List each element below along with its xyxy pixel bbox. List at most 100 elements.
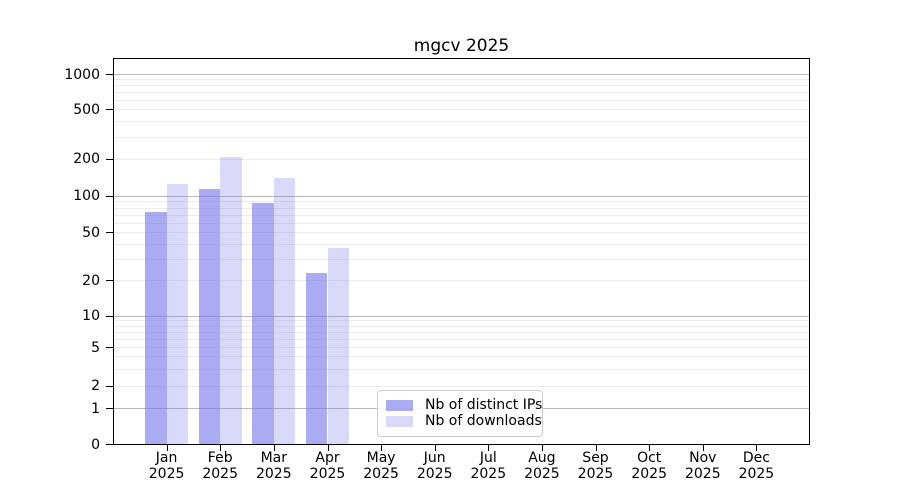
gridline-minor-8 [113, 325, 810, 327]
y-axis-label-10: 10 [82, 308, 100, 324]
gridline-minor-40 [113, 243, 810, 245]
y-axis-label-1000: 1000 [64, 66, 100, 83]
gridline-minor-80 [113, 207, 810, 209]
legend-item-downloads: Nb of downloads [386, 414, 542, 429]
x-axis-label-may-line1: May [366, 450, 396, 466]
x-axis-label-aug-line2: 2025 [524, 465, 560, 482]
x-axis-label-sep-line2: 2025 [577, 465, 614, 482]
legend-label-downloads: Nb of downloads [425, 413, 542, 429]
gridline-minor-50 [113, 232, 810, 234]
gridline-minor-500 [113, 109, 810, 111]
y-axis-label-1: 1 [91, 400, 100, 417]
x-axis-label-jan-line2: 2025 [148, 465, 185, 482]
x-axis-label-nov-line1: Nov [689, 450, 717, 466]
y-axis-label-5: 5 [91, 339, 100, 356]
gridline-minor-20 [113, 280, 810, 281]
gridline-minor-60 [113, 222, 810, 224]
y-axis-label-0: 0 [91, 436, 100, 453]
y-axis-label-50: 50 [82, 224, 100, 241]
legend-swatch-downloads-icon [386, 416, 413, 427]
bar-downloads-apr [327, 248, 349, 444]
gridline-minor-2 [113, 385, 810, 387]
y-tick-10 [106, 315, 113, 317]
x-axis-label-apr-line2: 2025 [309, 465, 346, 482]
x-tick-dec [756, 445, 758, 451]
gridline-minor-400 [113, 121, 810, 123]
legend-label-distinct-ips: Nb of distinct IPs [425, 397, 543, 413]
gridline-minor-900 [113, 79, 810, 81]
x-axis-label-nov-line2: 2025 [684, 465, 721, 482]
x-axis-label-feb-line1: Feb [207, 450, 233, 466]
x-axis-label-oct-line2: 2025 [631, 465, 668, 482]
y-tick-2 [106, 385, 113, 387]
x-axis-label-feb: Feb 2025 [202, 450, 239, 482]
gridline-minor-70 [113, 214, 810, 216]
x-axis-label-feb-line2: 2025 [202, 465, 239, 482]
y-tick-500 [106, 109, 113, 111]
x-axis-label-aug: Aug 2025 [524, 450, 560, 482]
gridline-minor-800 [113, 85, 810, 87]
x-axis-label-jun-line1: Jun [423, 450, 446, 466]
x-axis-label-jan: Jan 2025 [148, 450, 185, 482]
x-axis-label-may-line2: 2025 [363, 465, 399, 482]
bar-distinct-ips-mar [252, 203, 274, 444]
gridline-major-1000 [113, 74, 810, 75]
x-axis-label-may: May 2025 [363, 450, 399, 482]
x-axis-label-nov: Nov 2025 [684, 450, 721, 482]
x-axis-label-dec-line1: Dec [742, 450, 770, 466]
x-axis-label-jul-line2: 2025 [470, 465, 507, 482]
gridline-minor-4 [113, 356, 810, 358]
x-axis-label-jun: Jun 2025 [416, 450, 453, 482]
legend: Nb of distinct IPs Nb of downloads [377, 390, 543, 437]
y-tick-200 [106, 158, 113, 160]
bar-downloads-jan [166, 184, 188, 444]
gridline-minor-9 [113, 320, 810, 322]
x-axis-label-jan-line1: Jan [155, 450, 178, 466]
y-axis-label-2: 2 [91, 378, 100, 394]
x-tick-sep [595, 445, 597, 451]
x-axis-label-jun-line2: 2025 [416, 465, 453, 482]
x-tick-may [381, 445, 383, 451]
bar-distinct-ips-feb [198, 188, 221, 444]
x-axis-label-sep-line1: Sep [582, 450, 609, 466]
x-axis-label-aug-line1: Aug [528, 450, 556, 466]
x-tick-mar [273, 445, 275, 451]
bar-downloads-mar [273, 177, 296, 444]
x-axis-label-apr-line1: Apr [315, 450, 340, 466]
x-tick-aug [541, 445, 543, 451]
x-axis-label-oct-line1: Oct [637, 450, 662, 466]
gridline-minor-6 [113, 338, 810, 340]
x-axis-label-dec-line2: 2025 [738, 465, 775, 482]
gridline-minor-7 [113, 331, 810, 333]
y-tick-5 [106, 347, 113, 348]
x-axis-label-jul-line1: Jul [479, 450, 497, 466]
x-axis-label-mar: Mar 2025 [256, 450, 292, 482]
gridline-major-10 [113, 315, 810, 317]
y-tick-100 [106, 195, 113, 197]
legend-swatch-distinct-ips-icon [386, 400, 413, 411]
y-tick-1 [106, 408, 113, 409]
y-tick-50 [106, 232, 113, 234]
x-axis-label-jul: Jul 2025 [470, 450, 507, 482]
bar-distinct-ips-apr [306, 272, 328, 444]
gridline-minor-3 [113, 368, 810, 370]
x-tick-oct [649, 445, 651, 451]
y-axis-label-500: 500 [73, 101, 100, 118]
x-tick-apr [327, 445, 329, 451]
x-axis-label-dec: Dec 2025 [738, 450, 775, 482]
x-tick-jan [166, 445, 168, 451]
x-tick-jul [488, 445, 490, 451]
x-axis-label-sep: Sep 2025 [577, 450, 614, 482]
bar-distinct-ips-jan [145, 211, 167, 444]
gridline-minor-600 [113, 100, 810, 101]
chart-title: mgcv 2025 [413, 36, 510, 56]
y-axis-label-100: 100 [73, 188, 100, 205]
x-axis-label-mar-line1: Mar [260, 450, 288, 466]
x-tick-nov [702, 445, 704, 451]
legend-item-distinct-ips: Nb of distinct IPs [386, 398, 542, 413]
gridline-minor-5 [113, 347, 810, 348]
y-tick-20 [106, 280, 113, 281]
gridline-minor-300 [113, 136, 810, 138]
y-tick-1000 [106, 74, 113, 75]
